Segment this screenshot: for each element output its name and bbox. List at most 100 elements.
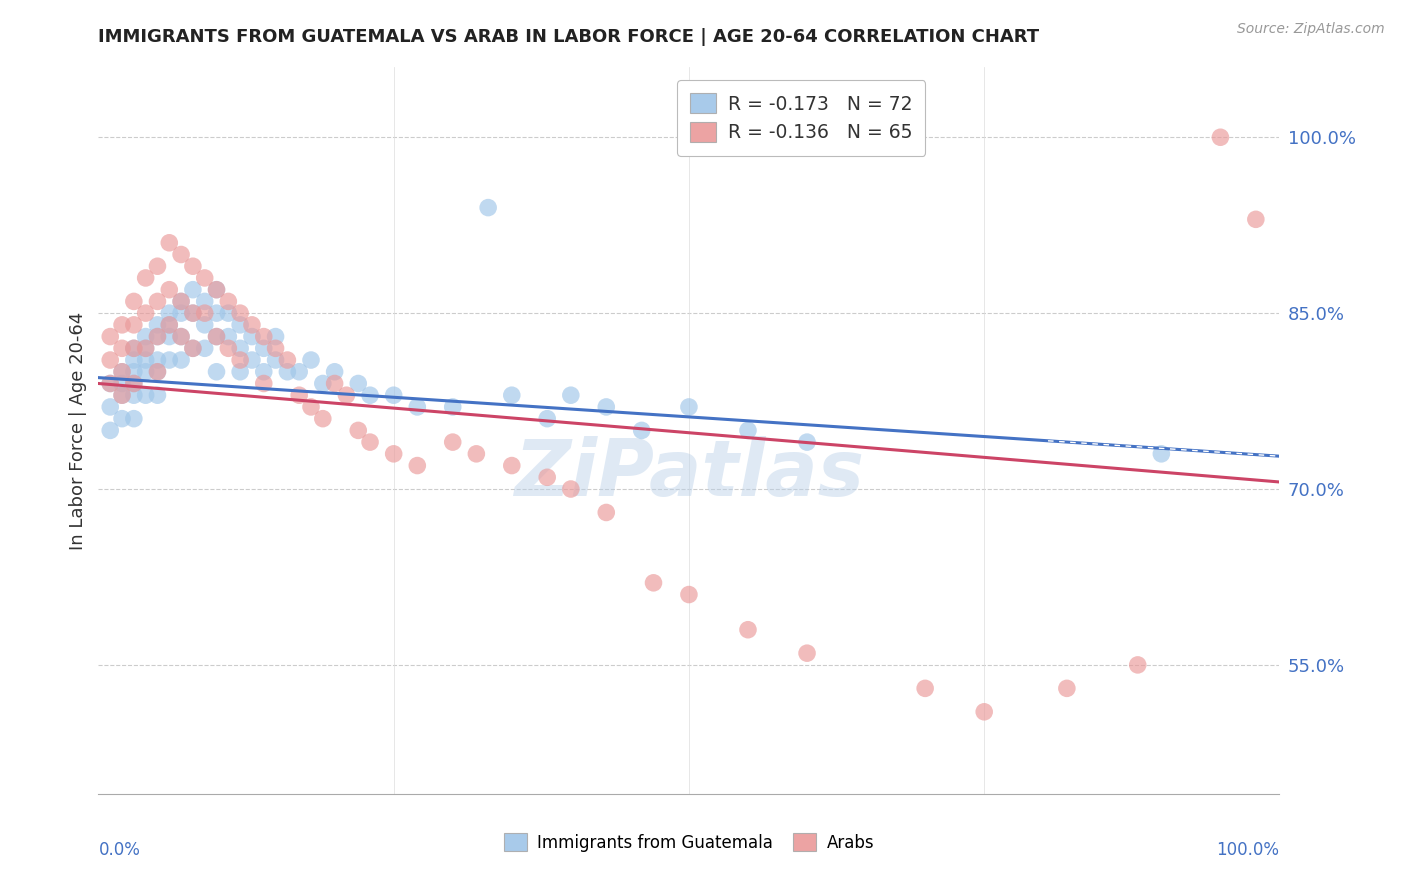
- Point: [323, 365, 346, 379]
- Point: [98, 376, 121, 391]
- Point: [299, 353, 322, 368]
- Point: [253, 376, 276, 391]
- Point: [205, 283, 228, 297]
- Point: [264, 353, 287, 368]
- Point: [1056, 681, 1078, 696]
- Point: [194, 306, 217, 320]
- Point: [194, 318, 217, 332]
- Point: [205, 365, 228, 379]
- Point: [170, 353, 193, 368]
- Point: [122, 411, 145, 425]
- Point: [796, 646, 818, 660]
- Point: [253, 329, 276, 343]
- Point: [111, 365, 134, 379]
- Point: [536, 470, 558, 484]
- Point: [181, 283, 204, 297]
- Point: [501, 458, 523, 473]
- Point: [1209, 130, 1232, 145]
- Point: [347, 376, 370, 391]
- Point: [914, 681, 936, 696]
- Point: [170, 294, 193, 309]
- Point: [194, 341, 217, 355]
- Point: [536, 411, 558, 425]
- Point: [1244, 212, 1267, 227]
- Point: [98, 400, 121, 414]
- Point: [288, 388, 311, 402]
- Point: [465, 447, 488, 461]
- Point: [111, 365, 134, 379]
- Point: [229, 306, 252, 320]
- Point: [643, 575, 665, 590]
- Point: [135, 353, 157, 368]
- Point: [135, 341, 157, 355]
- Point: [181, 306, 204, 320]
- Point: [1126, 657, 1149, 672]
- Point: [111, 376, 134, 391]
- Point: [240, 318, 263, 332]
- Point: [98, 353, 121, 368]
- Point: [122, 376, 145, 391]
- Point: [146, 365, 169, 379]
- Point: [240, 329, 263, 343]
- Point: [98, 376, 121, 391]
- Point: [111, 318, 134, 332]
- Text: Source: ZipAtlas.com: Source: ZipAtlas.com: [1237, 22, 1385, 37]
- Point: [205, 306, 228, 320]
- Legend: Immigrants from Guatemala, Arabs: Immigrants from Guatemala, Arabs: [498, 826, 880, 858]
- Point: [253, 365, 276, 379]
- Point: [630, 424, 652, 438]
- Point: [146, 329, 169, 343]
- Point: [335, 388, 357, 402]
- Point: [973, 705, 995, 719]
- Point: [382, 388, 405, 402]
- Point: [157, 329, 180, 343]
- Point: [217, 341, 239, 355]
- Point: [678, 588, 700, 602]
- Point: [135, 341, 157, 355]
- Point: [229, 318, 252, 332]
- Point: [312, 376, 335, 391]
- Point: [737, 424, 759, 438]
- Point: [111, 411, 134, 425]
- Point: [382, 447, 405, 461]
- Point: [441, 435, 464, 450]
- Point: [501, 388, 523, 402]
- Text: IMMIGRANTS FROM GUATEMALA VS ARAB IN LABOR FORCE | AGE 20-64 CORRELATION CHART: IMMIGRANTS FROM GUATEMALA VS ARAB IN LAB…: [98, 28, 1039, 45]
- Point: [359, 388, 381, 402]
- Point: [359, 435, 381, 450]
- Point: [170, 306, 193, 320]
- Point: [111, 341, 134, 355]
- Text: ZiPatlas: ZiPatlas: [515, 436, 863, 512]
- Point: [111, 388, 134, 402]
- Point: [122, 365, 145, 379]
- Text: 100.0%: 100.0%: [1216, 841, 1279, 859]
- Point: [595, 506, 617, 520]
- Point: [146, 365, 169, 379]
- Point: [111, 388, 134, 402]
- Point: [181, 341, 204, 355]
- Point: [560, 388, 582, 402]
- Point: [122, 341, 145, 355]
- Point: [229, 341, 252, 355]
- Point: [157, 318, 180, 332]
- Point: [98, 424, 121, 438]
- Point: [135, 388, 157, 402]
- Point: [276, 353, 298, 368]
- Point: [264, 341, 287, 355]
- Point: [146, 353, 169, 368]
- Point: [146, 294, 169, 309]
- Point: [135, 329, 157, 343]
- Point: [477, 201, 499, 215]
- Point: [1150, 447, 1173, 461]
- Point: [135, 365, 157, 379]
- Point: [157, 318, 180, 332]
- Point: [146, 318, 169, 332]
- Point: [181, 306, 204, 320]
- Point: [181, 259, 204, 273]
- Point: [122, 294, 145, 309]
- Point: [122, 353, 145, 368]
- Point: [194, 294, 217, 309]
- Point: [323, 376, 346, 391]
- Point: [253, 341, 276, 355]
- Point: [406, 400, 429, 414]
